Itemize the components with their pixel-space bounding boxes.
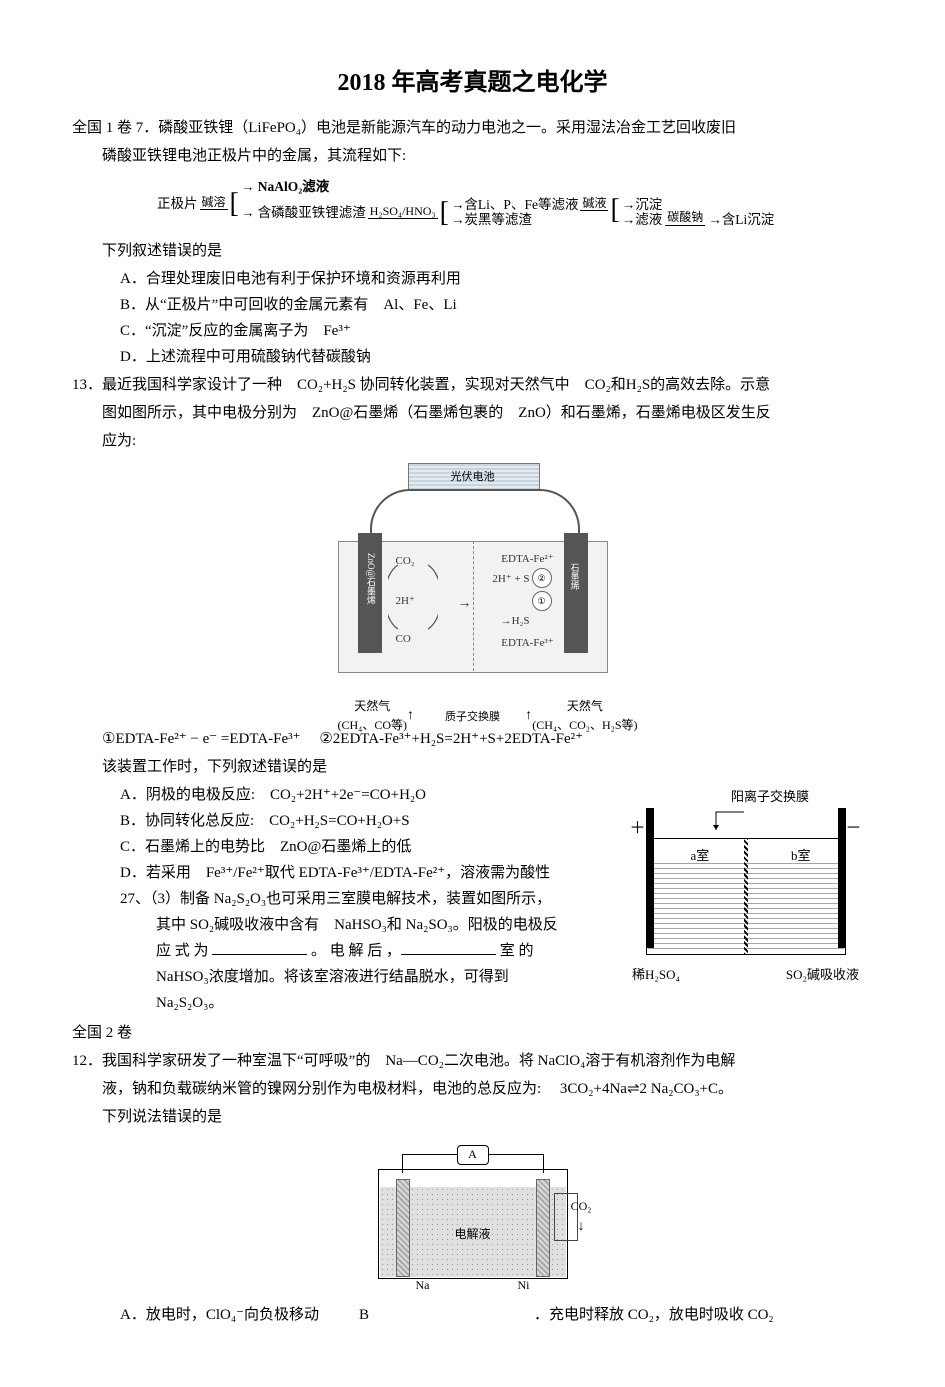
q7-option-a: A．合理处理废旧电池有利于保护环境和资源再利用 bbox=[120, 267, 873, 291]
q12-option-b: B ．充电时释放 CO₂，放电时吸收 CO₂ bbox=[359, 1303, 774, 1327]
plus-icon: ＋ bbox=[630, 816, 646, 842]
flow-label-3: 碱液 bbox=[580, 196, 608, 211]
right-electrode-label: 石墨烯 bbox=[567, 563, 581, 590]
flow-label-1: 碱溶 bbox=[200, 195, 228, 210]
elz-cap-right: SO₂碱吸收液 bbox=[786, 965, 859, 986]
page-title: 2018 年高考真题之电化学 bbox=[72, 64, 873, 102]
q13-stem-1: 13．最近我国科学家设计了一种 CO₂+H₂S 协同转化装置，实现对天然气中 C… bbox=[72, 373, 873, 397]
elz-membrane-label: 阳离子交换膜 bbox=[731, 789, 809, 804]
membrane-label: 质子交换膜 bbox=[445, 709, 500, 727]
flow-label-4: 碳酸钠 bbox=[665, 211, 705, 226]
inlet-left: 天然气 (CH₄、CO等) ↑ bbox=[338, 697, 415, 735]
blank-2[interactable] bbox=[401, 939, 496, 955]
q7-stem-line1: 全国 1 卷 7．磷酸亚铁锂（LiFePO₄）电池是新能源汽车的动力电池之一。采… bbox=[72, 116, 873, 140]
room-b-label: b室 bbox=[791, 846, 811, 867]
left-electrode-label: ZnO@石墨烯 bbox=[364, 553, 378, 605]
ni-label: Ni bbox=[518, 1276, 530, 1295]
q12-option-a: A．放电时，ClO₄⁻向负极移动 bbox=[120, 1303, 319, 1327]
q12-battery-figure: A 电解液 Na Ni CO₂↓ bbox=[358, 1139, 588, 1289]
room-a-label: a室 bbox=[691, 846, 710, 867]
lbl-edta3: EDTA-Fe³⁺ bbox=[501, 635, 553, 653]
na-label: Na bbox=[416, 1276, 430, 1295]
circle-1: ① bbox=[532, 591, 552, 611]
flow-branch-top2: →含Li、P、Fe等滤液 bbox=[451, 197, 579, 213]
q12-stem-2: 液，钠和负载碳纳米管的镍网分别作为电极材料，电池的总反应为: 3CO₂+4Na⇌… bbox=[72, 1077, 873, 1101]
electrolyte-label: 电解液 bbox=[454, 1225, 490, 1244]
q7-flowchart: 正极片 碱溶 [ → NaAlO₂滤液 → 含磷酸亚铁锂滤渣 H₂SO₄/HNO… bbox=[156, 178, 873, 229]
flow-branch-bot1: → 含磷酸亚铁锂滤渣 bbox=[241, 205, 366, 220]
flow-branch-bot3: →滤液 bbox=[622, 212, 663, 228]
flow-label-2: H₂SO₄/HNO₃ bbox=[368, 204, 438, 219]
circle-2: ② bbox=[532, 568, 552, 588]
arrow-proton: → bbox=[458, 593, 472, 615]
lbl-edta2: EDTA-Fe²⁺ bbox=[501, 551, 553, 569]
q13-stem-3: 应为: bbox=[72, 429, 873, 453]
minus-icon: － bbox=[845, 816, 861, 842]
flow-end: 含Li沉淀 bbox=[722, 212, 775, 228]
elz-cap-left: 稀H₂SO₄ bbox=[632, 965, 680, 986]
q7-option-d: D．上述流程中可用硫酸钠代替碳酸钠 bbox=[120, 345, 873, 369]
inlet-right: ↑ 天然气 (CH₄、CO₂、H₂S等) bbox=[525, 697, 637, 735]
q13-stem-2: 图如图所示，其中电极分别为 ZnO@石墨烯（石墨烯包裹的 ZnO）和石墨烯，石墨… bbox=[72, 401, 873, 425]
q7-option-c: C．“沉淀”反应的金属离子为 Fe³⁺ bbox=[120, 319, 873, 343]
lbl-2hs: 2H⁺ + S bbox=[492, 571, 529, 589]
flow-branch-bot2: →炭黑等滤渣 bbox=[451, 212, 579, 228]
q12-stem-1: 12．我国科学家研发了一种室温下“可呼吸”的 Na—CO₂二次电池。将 NaCl… bbox=[72, 1049, 873, 1073]
q27-line5: Na₂S₂O₃。 bbox=[120, 991, 873, 1015]
q7-stem-line2: 磷酸亚铁锂电池正极片中的金属，其流程如下: bbox=[72, 144, 873, 168]
flow-branch-top1: → NaAlO₂滤液 bbox=[241, 179, 329, 194]
electrolysis-figure: 阳离子交换膜 ＋ － a室 b室 稀H₂SO₄ SO₂碱吸收液 bbox=[618, 787, 873, 986]
ammeter-icon: A bbox=[457, 1145, 489, 1165]
section-2-heading: 全国 2 卷 bbox=[72, 1021, 873, 1045]
q12-lead: 下列说法错误的是 bbox=[72, 1105, 873, 1129]
q13-device-figure: 光伏电池 ZnO@石墨烯 石墨烯 CO₂ 2H⁺ CO EDTA-Fe²⁺ 2H… bbox=[298, 463, 648, 713]
q13-eq1: ①EDTA-Fe²⁺ − e⁻ =EDTA-Fe³⁺ bbox=[102, 731, 301, 747]
flow-node-1: 正极片 bbox=[156, 178, 199, 229]
co2-label: CO₂↓ bbox=[571, 1197, 592, 1239]
q13-lead: 该装置工作时，下列叙述错误的是 bbox=[72, 755, 873, 779]
q12-equation: 3CO₂+4Na⇌2 Na₂CO₃+C。 bbox=[560, 1081, 733, 1097]
q7-option-b: B．从“正极片”中可回收的金属元素有 Al、Fe、Li bbox=[120, 293, 873, 317]
lbl-h2s: →H₂S bbox=[501, 613, 530, 631]
q7-lead: 下列叙述错误的是 bbox=[72, 239, 873, 263]
blank-1[interactable] bbox=[212, 939, 307, 955]
pv-label: 光伏电池 bbox=[451, 469, 495, 487]
